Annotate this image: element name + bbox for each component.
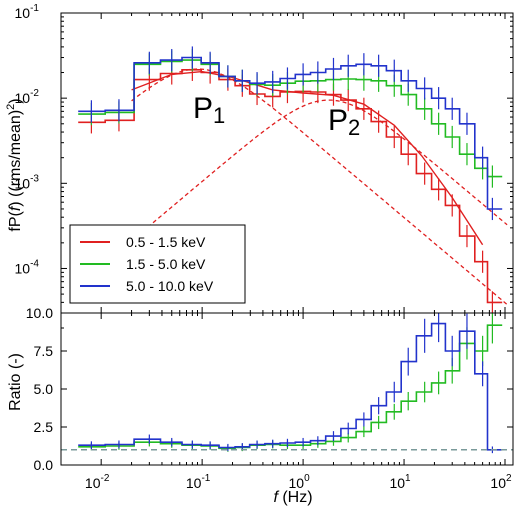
x-tick-base: 10 bbox=[186, 475, 202, 491]
y-tick-label-bottom: 7.5 bbox=[34, 343, 54, 359]
x-tick-label: 10-2 bbox=[85, 473, 110, 491]
x-tick-base: 10 bbox=[85, 475, 101, 491]
bottom-plot-area bbox=[61, 313, 513, 454]
y-tick-label-bottom: 0.0 bbox=[34, 457, 54, 473]
x-tick-exponent: 0 bbox=[304, 473, 310, 484]
component-label-base: P bbox=[193, 92, 213, 125]
y-tick-base: 10 bbox=[15, 90, 31, 106]
model-line-top-1 bbox=[131, 70, 484, 246]
component-label-base: P bbox=[328, 104, 348, 137]
component-label-1: P1 bbox=[193, 92, 225, 128]
y-tick-exponent: -2 bbox=[30, 88, 39, 99]
y-tick-label: 10-3 bbox=[15, 173, 40, 191]
top-plot-area bbox=[78, 46, 508, 313]
y-axis-label-top: fP(f) ((rms/mean)2) bbox=[5, 98, 24, 231]
x-tick-label: 102 bbox=[490, 473, 512, 491]
y-tick-label: 10-1 bbox=[15, 3, 40, 21]
y-tick-base: 10 bbox=[15, 175, 31, 191]
y-tick-exponent: -1 bbox=[30, 3, 39, 14]
x-tick-exponent: -1 bbox=[201, 473, 210, 484]
component-label-2: P2 bbox=[328, 104, 360, 140]
x-tick-exponent: 2 bbox=[506, 473, 512, 484]
x-tick-exponent: -2 bbox=[101, 473, 110, 484]
component-curve-2 bbox=[131, 99, 508, 242]
legend-label-1: 0.5 - 1.5 keV bbox=[126, 234, 206, 250]
y-tick-base: 10 bbox=[15, 260, 31, 276]
x-tick-base: 10 bbox=[289, 475, 305, 491]
x-tick-label: 101 bbox=[389, 473, 411, 491]
y-tick-label-bottom: 10.0 bbox=[26, 305, 53, 321]
y-tick-base: 10 bbox=[15, 5, 31, 21]
component-label-subscript: 2 bbox=[348, 115, 360, 140]
y-tick-label: 10-4 bbox=[15, 258, 40, 276]
x-tick-exponent: 1 bbox=[405, 473, 411, 484]
axis-labels: fP(f) ((rms/mean)2) Ratio (-) f (Hz) bbox=[5, 98, 313, 506]
y-tick-label-bottom: 2.5 bbox=[34, 419, 54, 435]
y-axis-label-bottom: Ratio (-) bbox=[7, 353, 24, 411]
x-tick-label: 10-1 bbox=[186, 473, 211, 491]
legend-label-2: 1.5 - 5.0 keV bbox=[126, 256, 206, 272]
x-axis-label: f (Hz) bbox=[273, 489, 312, 506]
y-tick-exponent: -3 bbox=[30, 173, 39, 184]
y-tick-label: 10-2 bbox=[15, 88, 40, 106]
legend: 0.5 - 1.5 keV 1.5 - 5.0 keV 5.0 - 10.0 keV bbox=[69, 224, 246, 304]
component-label-subscript: 1 bbox=[213, 103, 225, 128]
legend-label-3: 5.0 - 10.0 keV bbox=[126, 278, 214, 294]
x-tick-label: 100 bbox=[289, 473, 311, 491]
x-tick-base: 10 bbox=[490, 475, 506, 491]
y-tick-label-bottom: 5.0 bbox=[34, 381, 54, 397]
y-tick-exponent: -4 bbox=[30, 258, 39, 269]
x-tick-base: 10 bbox=[389, 475, 405, 491]
